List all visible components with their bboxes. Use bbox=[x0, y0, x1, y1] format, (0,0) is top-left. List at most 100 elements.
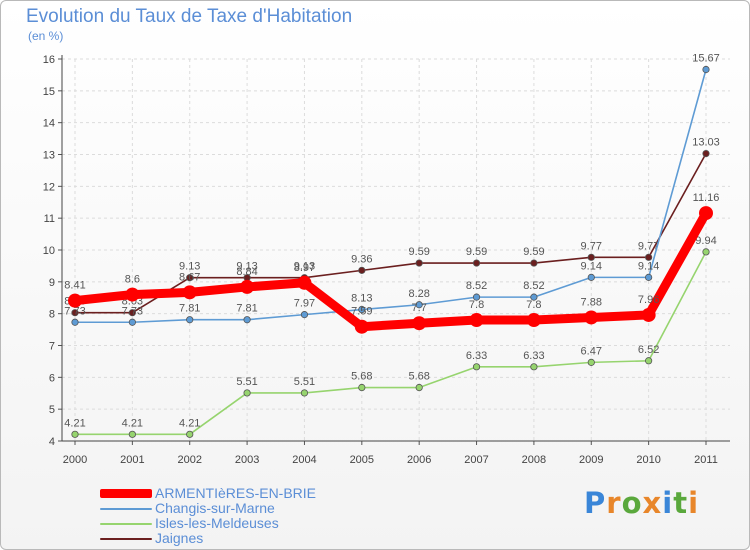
xtick-label-2010: 2010 bbox=[636, 454, 660, 466]
data-label-1-11: 9.94 bbox=[695, 235, 716, 247]
point-2-6 bbox=[415, 301, 423, 309]
data-label-0-10: 9.77 bbox=[638, 240, 659, 252]
point-3-3 bbox=[240, 279, 255, 294]
point-3-0 bbox=[68, 293, 82, 308]
brand-letter-5: t bbox=[673, 486, 689, 520]
point-3-4 bbox=[297, 275, 312, 290]
xtick-label-2011: 2011 bbox=[694, 454, 718, 466]
data-label-3-8: 7.8 bbox=[526, 299, 541, 311]
ytick-label-5: 5 bbox=[49, 404, 55, 416]
ytick-label-10: 10 bbox=[43, 245, 55, 257]
xtick-label-2002: 2002 bbox=[177, 454, 201, 466]
data-label-0-4: 9.13 bbox=[294, 261, 315, 273]
ytick-label-14: 14 bbox=[43, 118, 55, 130]
point-1-2 bbox=[186, 430, 194, 438]
series-line-2 bbox=[74, 68, 707, 324]
data-label-2-2: 7.81 bbox=[179, 303, 200, 315]
xtick-label-2004: 2004 bbox=[292, 454, 316, 466]
data-label-0-9: 9.77 bbox=[581, 240, 602, 252]
data-label-1-9: 6.47 bbox=[581, 345, 602, 357]
series-line-0 bbox=[74, 152, 707, 314]
data-label-2-10: 9.14 bbox=[638, 260, 659, 272]
point-2-2 bbox=[186, 316, 194, 324]
ytick-label-11: 11 bbox=[44, 213, 55, 225]
point-3-9 bbox=[584, 310, 599, 325]
data-label-3-4: 8.97 bbox=[294, 262, 315, 274]
point-3-1 bbox=[125, 287, 140, 302]
point-2-1 bbox=[128, 318, 136, 326]
ytick-label-15: 15 bbox=[43, 86, 55, 98]
point-0-0 bbox=[71, 309, 79, 317]
data-label-0-2: 9.13 bbox=[179, 261, 200, 273]
xtick-label-2009: 2009 bbox=[579, 454, 603, 466]
point-1-4 bbox=[300, 389, 309, 397]
ytick-label-16: 16 bbox=[43, 54, 55, 66]
xtick-label-2000: 2000 bbox=[63, 454, 87, 466]
data-label-1-7: 6.33 bbox=[466, 350, 487, 362]
legend-swatch-armentieres bbox=[100, 489, 152, 498]
data-label-2-8: 8.52 bbox=[523, 280, 544, 292]
point-3-8 bbox=[526, 313, 541, 328]
data-label-3-9: 7.88 bbox=[581, 296, 602, 308]
point-3-10 bbox=[641, 307, 656, 322]
data-label-2-4: 7.97 bbox=[294, 298, 315, 310]
point-1-10 bbox=[645, 357, 653, 365]
data-label-1-5: 5.68 bbox=[351, 371, 372, 383]
data-label-3-3: 8.84 bbox=[236, 266, 257, 278]
data-label-1-2: 4.21 bbox=[179, 417, 200, 429]
point-0-10 bbox=[645, 253, 653, 261]
data-label-2-6: 8.28 bbox=[408, 288, 429, 300]
point-1-7 bbox=[472, 363, 481, 371]
data-label-2-11: 15.67 bbox=[692, 53, 720, 65]
point-1-6 bbox=[415, 383, 423, 392]
brand-logo: Proxiti bbox=[584, 486, 699, 520]
xtick-label-2003: 2003 bbox=[235, 454, 259, 466]
point-0-9 bbox=[587, 253, 595, 261]
series-line-1 bbox=[74, 251, 707, 436]
point-2-7 bbox=[472, 293, 481, 301]
data-label-1-6: 5.68 bbox=[408, 371, 429, 383]
xtick-label-2006: 2006 bbox=[407, 454, 431, 466]
brand-letter-3: x bbox=[642, 486, 663, 520]
point-2-9 bbox=[587, 273, 595, 281]
data-label-2-0: 7.73 bbox=[64, 305, 85, 317]
data-label-0-5: 9.36 bbox=[351, 253, 372, 265]
point-0-11 bbox=[702, 149, 710, 158]
point-1-1 bbox=[128, 430, 136, 438]
data-label-3-10: 7.96 bbox=[638, 294, 659, 306]
ytick-label-8: 8 bbox=[49, 309, 55, 321]
ytick-label-9: 9 bbox=[49, 277, 55, 289]
point-3-11 bbox=[699, 206, 713, 221]
series-line-3 bbox=[70, 208, 711, 332]
data-label-0-8: 9.59 bbox=[523, 246, 544, 258]
data-label-2-1: 7.73 bbox=[122, 305, 143, 317]
xtick-label-2008: 2008 bbox=[522, 454, 546, 466]
point-1-5 bbox=[358, 383, 366, 392]
unit-label: (en %) bbox=[28, 29, 64, 43]
ytick-label-4: 4 bbox=[49, 436, 55, 448]
brand-letter-0: P bbox=[584, 486, 607, 520]
legend-label-changis: Changis-sur-Marne bbox=[155, 500, 275, 516]
ytick-label-7: 7 bbox=[49, 341, 55, 353]
point-2-4 bbox=[300, 311, 309, 319]
point-0-7 bbox=[472, 259, 481, 267]
point-3-5 bbox=[354, 319, 369, 334]
brand-letter-6: i bbox=[688, 486, 700, 520]
legend-swatch-changis bbox=[100, 508, 152, 510]
legend-label-isles: Isles-les-Meldeuses bbox=[155, 515, 279, 531]
xtick-label-2007: 2007 bbox=[464, 454, 488, 466]
data-label-3-7: 7.8 bbox=[469, 299, 484, 311]
point-2-10 bbox=[645, 273, 653, 281]
data-label-3-0: 8.41 bbox=[64, 280, 85, 292]
ytick-label-12: 12 bbox=[43, 181, 55, 193]
data-label-3-6: 7.7 bbox=[412, 302, 427, 314]
data-label-1-1: 4.21 bbox=[122, 417, 143, 429]
brand-letter-4: i bbox=[662, 486, 674, 520]
chart-title: Evolution du Taux de Taxe d'Habitation bbox=[26, 6, 353, 27]
point-2-5 bbox=[358, 305, 366, 314]
ytick-label-6: 6 bbox=[49, 372, 55, 384]
point-2-8 bbox=[530, 293, 538, 301]
data-label-3-5: 7.59 bbox=[351, 306, 372, 318]
